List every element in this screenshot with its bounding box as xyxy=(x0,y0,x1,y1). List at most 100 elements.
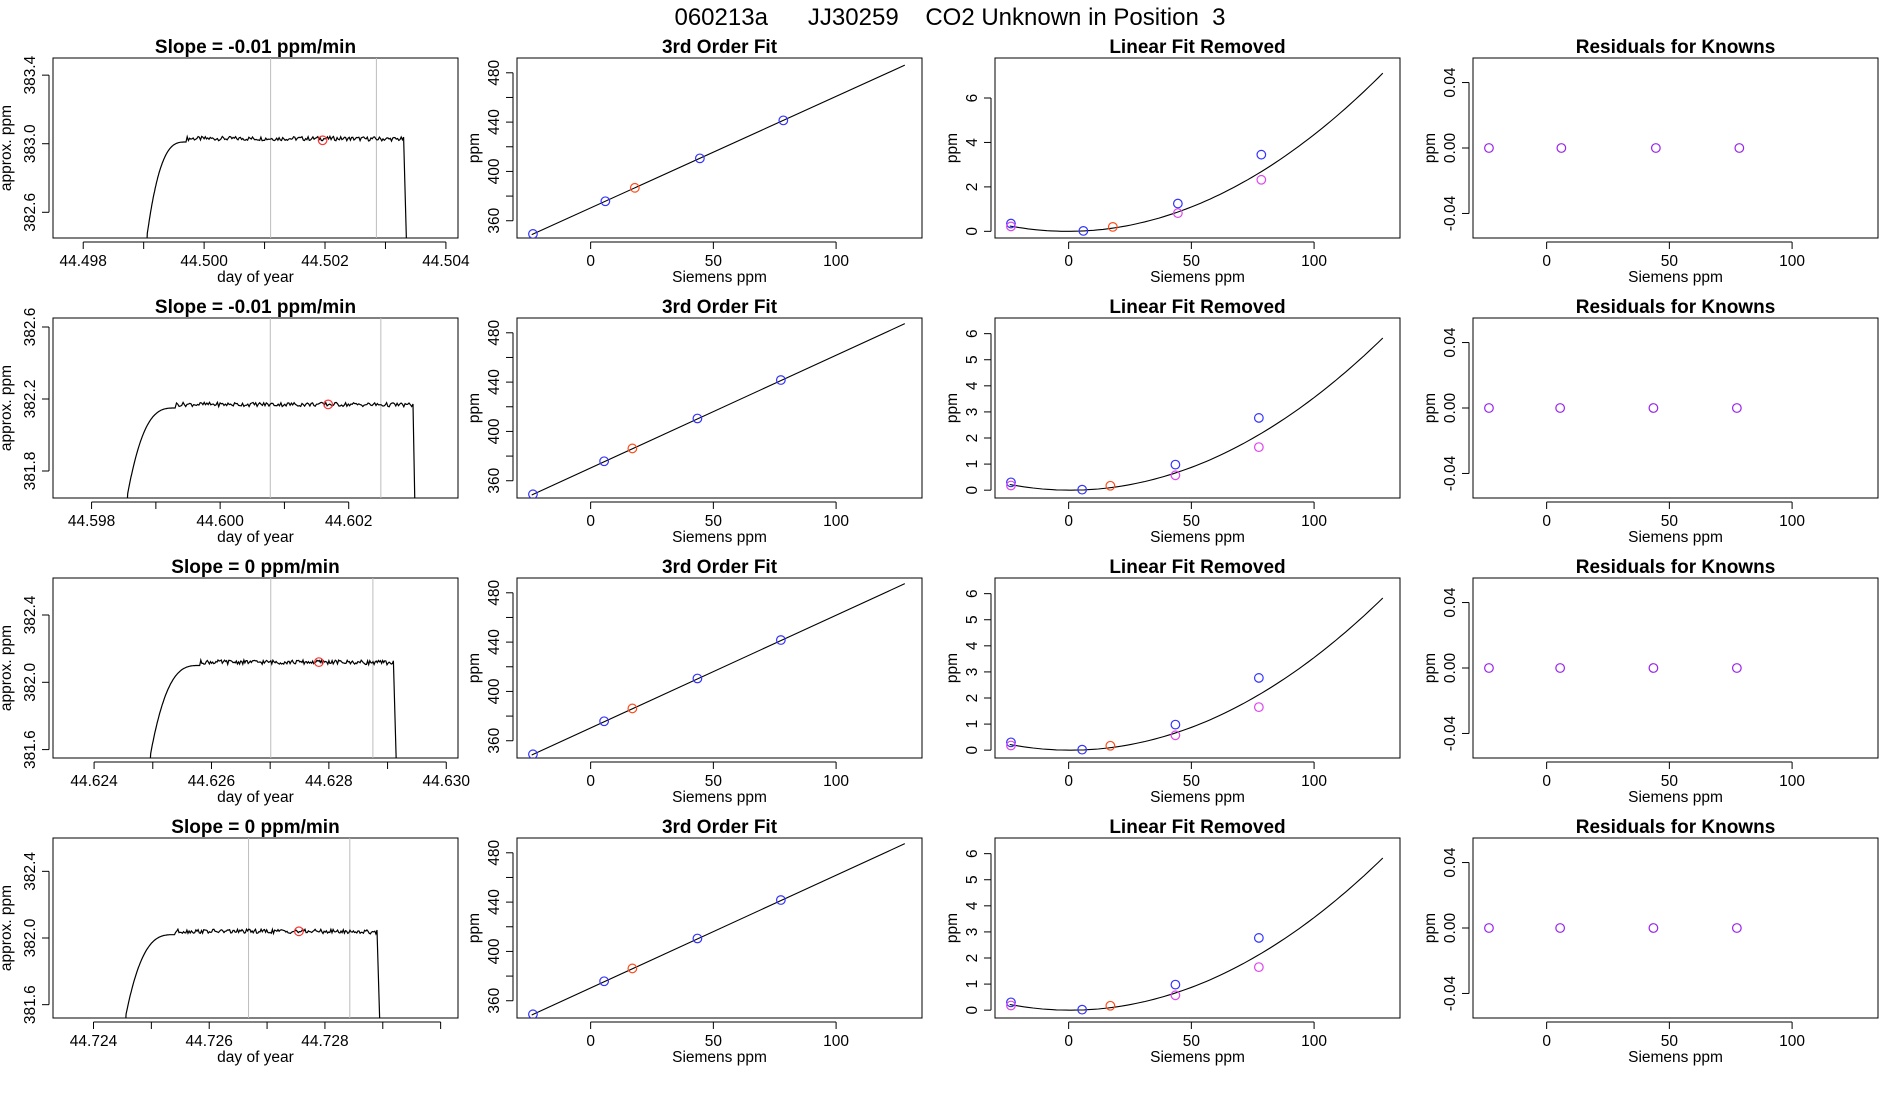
plot-area xyxy=(1484,143,1745,153)
x-tick-label: 100 xyxy=(1301,773,1327,790)
data-point-linear-removed-alt xyxy=(1006,221,1016,232)
data-point-known xyxy=(778,115,789,126)
data-point-residual xyxy=(1731,923,1742,933)
x-axis-label: Siemens ppm xyxy=(1150,789,1245,806)
x-tick-label: 0 xyxy=(586,773,595,790)
data-point-linear-removed-alt xyxy=(1006,480,1016,491)
panel-title: Linear Fit Removed xyxy=(1109,817,1285,838)
data-point-known xyxy=(528,229,538,238)
plot-frame xyxy=(994,57,1401,239)
y-tick-label: 4 xyxy=(964,901,981,910)
y-tick-label: 0 xyxy=(964,1005,981,1014)
data-point-residual xyxy=(1555,403,1566,413)
y-axis-label: ppm xyxy=(944,913,961,943)
plot-area xyxy=(1006,337,1384,495)
figure-title: 060213a JJ30259 CO2 Unknown in Position … xyxy=(674,4,1225,31)
x-tick-label: 100 xyxy=(1779,513,1805,530)
data-point-unknown-fit xyxy=(1107,221,1118,232)
data-point-known xyxy=(600,196,611,207)
y-tick-label: 0 xyxy=(964,227,981,236)
data-point-known xyxy=(1253,413,1264,423)
x-tick-label: 44.724 xyxy=(70,1033,118,1050)
x-tick-label: 50 xyxy=(1661,773,1679,790)
data-point-residual xyxy=(1484,403,1494,413)
panel-title: Linear Fit Removed xyxy=(1109,557,1285,578)
data-point-known xyxy=(528,1009,538,1018)
plot-area xyxy=(146,58,407,238)
x-tick-label: 44.504 xyxy=(422,253,470,270)
data-point-residual xyxy=(1731,663,1742,673)
y-tick-label: 382.0 xyxy=(22,663,39,702)
x-tick-label: 0 xyxy=(586,1033,595,1050)
x-tick-label: 100 xyxy=(1779,253,1805,270)
data-point-known xyxy=(692,933,703,944)
plot-frame xyxy=(994,317,1401,499)
data-point-residual xyxy=(1555,663,1566,673)
y-tick-label: 480 xyxy=(486,579,503,605)
x-tick-label: 50 xyxy=(1661,253,1679,270)
x-tick-label: 50 xyxy=(705,1033,723,1050)
panel-title: Residuals for Knowns xyxy=(1576,297,1776,318)
fit-curve xyxy=(1009,72,1384,232)
y-tick-label: 3 xyxy=(964,928,981,937)
y-axis-label: ppm xyxy=(944,393,961,423)
panel-r2-c4: Residuals for Knowns 0 50 100 Siemens ppm -0.… xyxy=(1422,297,1879,546)
panel-title: Slope = 0 ppm/min xyxy=(171,557,339,578)
x-axis-label: Siemens ppm xyxy=(1150,1049,1245,1066)
x-tick-label: 0 xyxy=(1064,513,1073,530)
panel-title: Slope = 0 ppm/min xyxy=(171,817,339,838)
x-tick-label: 0 xyxy=(1542,513,1551,530)
x-tick-label: 44.726 xyxy=(186,1033,233,1050)
y-tick-label: 0 xyxy=(964,745,981,754)
y-tick-label: 3 xyxy=(964,408,981,417)
x-axis-label: Siemens ppm xyxy=(672,269,767,286)
data-point-residual xyxy=(1484,923,1494,933)
data-point-linear-removed-alt xyxy=(1253,702,1264,713)
data-point-known xyxy=(528,489,538,498)
x-axis-label: Siemens ppm xyxy=(1150,269,1245,286)
y-tick-label: 360 xyxy=(486,207,503,233)
y-tick-label: 440 xyxy=(486,369,503,395)
data-point-known xyxy=(1006,218,1016,229)
y-tick-label: 1 xyxy=(964,720,981,729)
data-point-known xyxy=(1253,933,1264,943)
y-tick-label: 5 xyxy=(964,355,981,364)
data-point-known xyxy=(1170,979,1181,990)
y-axis-label: ppm xyxy=(944,653,961,683)
x-tick-label: 44.598 xyxy=(68,513,115,530)
plot-area xyxy=(1484,663,1742,673)
data-point-known xyxy=(1078,225,1089,236)
data-point-unknown-fit xyxy=(627,703,638,714)
y-axis-label: ppm xyxy=(1422,913,1439,943)
y-tick-label: 360 xyxy=(486,727,503,753)
data-point-residual xyxy=(1648,403,1659,413)
panel-title: Linear Fit Removed xyxy=(1109,37,1285,58)
x-tick-label: 0 xyxy=(1542,773,1551,790)
x-tick-label: 50 xyxy=(705,513,723,530)
data-point-known xyxy=(775,895,786,905)
panel-title: Residuals for Knowns xyxy=(1576,37,1776,58)
data-point-residual xyxy=(1650,143,1661,153)
x-tick-label: 50 xyxy=(1661,513,1679,530)
panel-title: Slope = -0.01 ppm/min xyxy=(155,297,356,318)
x-axis-label: Siemens ppm xyxy=(1628,529,1723,546)
ppm-trace xyxy=(125,927,381,1018)
y-tick-label: 480 xyxy=(486,839,503,865)
x-tick-label: 50 xyxy=(1183,1033,1201,1050)
plot-area xyxy=(528,843,906,1018)
x-tick-label: 100 xyxy=(1779,1033,1805,1050)
plot-frame xyxy=(994,837,1401,1019)
y-tick-label: -0.04 xyxy=(1442,195,1459,231)
x-axis-label: Siemens ppm xyxy=(672,529,767,546)
panel-title: 3rd Order Fit xyxy=(662,557,778,578)
data-point-known xyxy=(694,153,705,164)
data-point-residual xyxy=(1484,143,1494,153)
x-tick-label: 0 xyxy=(1064,773,1073,790)
data-point-known xyxy=(1170,459,1181,470)
data-point-linear-removed-alt xyxy=(1172,208,1183,219)
x-axis-label: Siemens ppm xyxy=(1628,1049,1723,1066)
data-point-known xyxy=(775,375,786,385)
x-tick-label: 44.498 xyxy=(60,253,107,270)
panel-r2-c3: Linear Fit Removed 0 50 100 Siemens ppm 0 1 2 3 4… xyxy=(944,297,1401,546)
fit-line xyxy=(531,843,906,1016)
